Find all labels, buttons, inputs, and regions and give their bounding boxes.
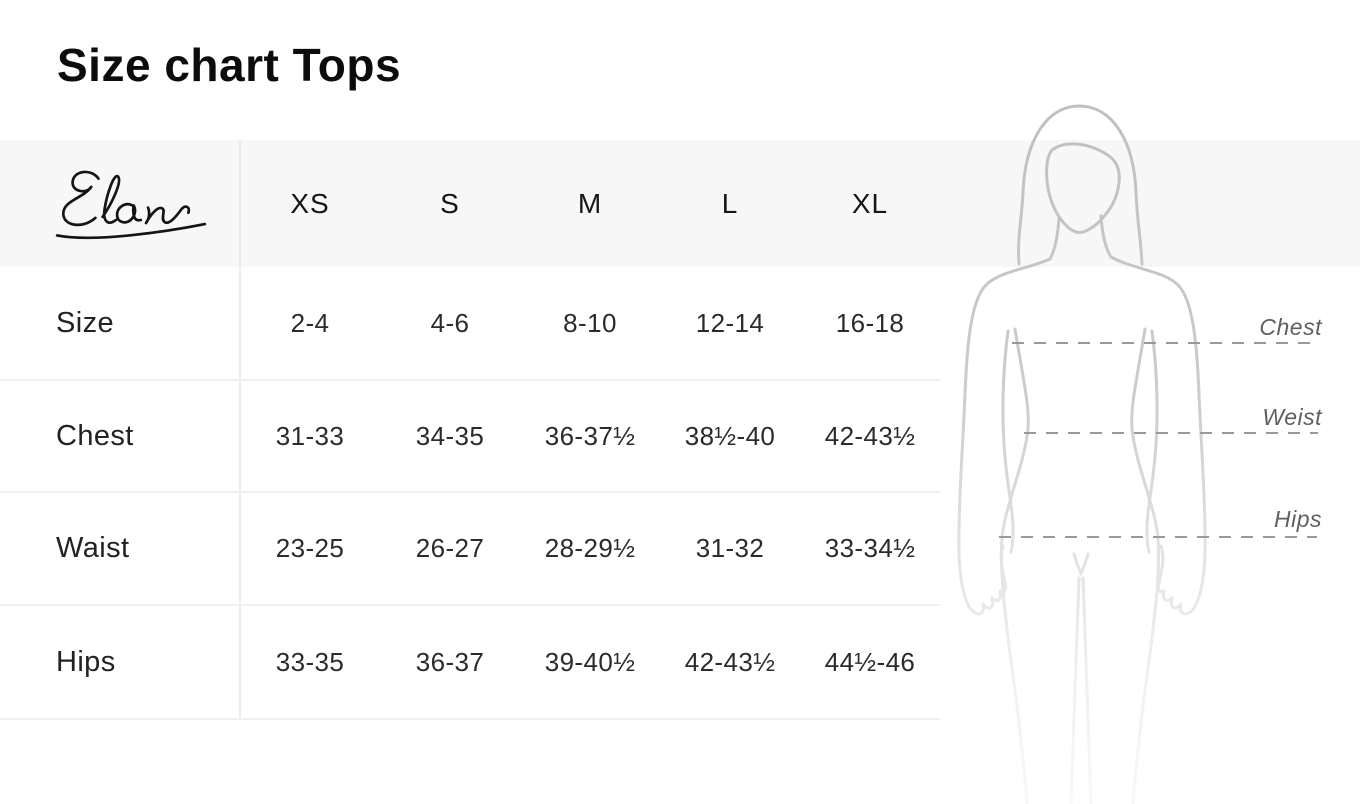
hips-measure-label: Hips	[1273, 506, 1322, 532]
hips-m: 39-40½	[544, 646, 636, 677]
chest-xl: 42-43½	[824, 420, 916, 451]
row-label-hips: Hips	[56, 645, 116, 678]
female-body-outline-icon	[957, 104, 1207, 804]
figure-hair	[1017, 104, 1144, 266]
size-s: 4-6	[430, 307, 470, 338]
table-row-waist: Waist 23-25 26-27 28-29½ 31-32 33-34½	[0, 493, 940, 606]
hips-xs: 33-35	[275, 646, 345, 677]
col-header-l: L	[721, 187, 739, 219]
col-header-xl: XL	[851, 187, 889, 219]
waist-m: 28-29½	[544, 533, 636, 563]
row-label-chest: Chest	[56, 419, 134, 452]
table-vertical-divider	[239, 140, 241, 720]
logo-letter-a	[115, 202, 143, 224]
logo-letter-n	[144, 205, 191, 225]
waist-l: 31-32	[695, 533, 765, 563]
figure-neck-left	[1048, 216, 1061, 261]
figure-left-torso	[999, 327, 1030, 804]
chest-measure-line	[1012, 342, 1318, 344]
figure-right-torso	[1130, 327, 1161, 804]
figure-neck-right	[1099, 214, 1113, 259]
elan-brand-logo-icon	[55, 170, 207, 240]
logo-letter-l	[101, 174, 121, 224]
figure-left-arm-inner	[1001, 329, 1015, 554]
hips-s: 36-37	[415, 646, 485, 677]
row-label-size: Size	[56, 306, 115, 339]
col-header-s: S	[440, 187, 460, 219]
chest-l: 38½-40	[684, 420, 776, 451]
row-label-waist: Waist	[56, 532, 130, 564]
hips-l: 42-43½	[684, 646, 776, 677]
page-title: Size chart Tops	[57, 39, 402, 91]
figure-right-leg-inner	[1081, 576, 1093, 804]
size-xl: 16-18	[835, 307, 905, 338]
col-header-m: M	[577, 187, 603, 219]
col-header-xs: XS	[290, 187, 330, 219]
size-l: 12-14	[695, 307, 765, 338]
chest-xs: 31-33	[275, 420, 345, 451]
chest-s: 34-35	[415, 420, 485, 451]
table-header-row: XS S M L XL	[0, 140, 940, 267]
waist-measure-label: Weist	[1262, 404, 1322, 430]
logo-letter-e	[61, 170, 100, 227]
waist-xs: 23-25	[275, 533, 345, 563]
hips-measure-line	[999, 536, 1317, 538]
chest-measure-label: Chest	[1259, 314, 1322, 340]
hips-xl: 44½-46	[824, 646, 916, 677]
waist-s: 26-27	[415, 533, 485, 563]
size-m: 8-10	[563, 307, 617, 338]
table-row-hips: Hips 33-35 36-37 39-40½ 42-43½ 44½-46	[0, 606, 940, 720]
figure-left-leg-inner	[1069, 576, 1081, 804]
size-xs: 2-4	[290, 307, 330, 338]
waist-measure-line	[1024, 432, 1318, 434]
logo-underline	[55, 222, 207, 240]
table-row-chest: Chest 31-33 34-35 36-37½ 38½-40 42-43½	[0, 381, 940, 493]
figure-right-arm-outer	[1109, 255, 1207, 616]
chest-m: 36-37½	[544, 420, 636, 451]
figure-right-arm-inner	[1145, 329, 1159, 554]
waist-xl: 33-34½	[824, 533, 916, 563]
figure-face	[1045, 142, 1121, 234]
figure-crotch	[1072, 552, 1090, 576]
table-row-size: Size 2-4 4-6 8-10 12-14 16-18	[0, 267, 940, 381]
